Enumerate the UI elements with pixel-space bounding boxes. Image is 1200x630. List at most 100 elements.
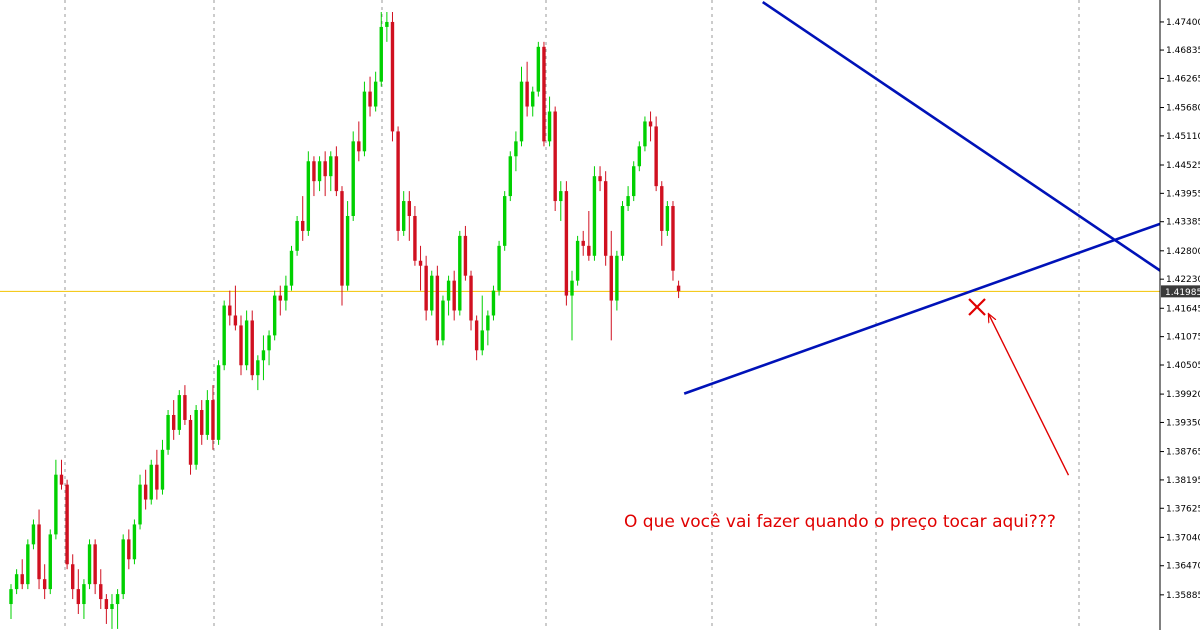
y-tick-label: 1.41075 bbox=[1166, 333, 1200, 343]
candle-bull bbox=[486, 315, 490, 331]
candle-bear bbox=[143, 484, 148, 500]
y-tick-label: 1.44525 bbox=[1166, 161, 1200, 171]
y-tick-label: 1.38195 bbox=[1166, 476, 1200, 486]
candle-bull bbox=[272, 295, 277, 336]
candle-bear bbox=[525, 81, 529, 107]
candle-bull bbox=[351, 141, 355, 216]
y-tick-label: 1.38765 bbox=[1166, 448, 1200, 458]
price-axis: 1.47400 1.46835 1.46265 1.45680 1.45110 1.445… bbox=[1159, 0, 1200, 630]
candle-bull bbox=[295, 220, 299, 251]
y-tick-label: 1.40505 bbox=[1166, 361, 1200, 371]
candle-bull bbox=[244, 320, 249, 366]
candle-bear bbox=[99, 584, 103, 600]
candle-bull bbox=[430, 275, 434, 311]
candle-bear bbox=[603, 181, 608, 256]
candle-bear bbox=[676, 285, 681, 292]
candle-bear bbox=[65, 484, 69, 565]
candle-bear bbox=[233, 315, 238, 326]
candle-bear bbox=[155, 464, 159, 490]
candle-bull bbox=[547, 111, 552, 142]
cross-marker bbox=[968, 298, 986, 316]
candle-bull bbox=[115, 594, 120, 605]
y-tick-label: 1.47400 bbox=[1166, 18, 1200, 28]
candle-bear bbox=[357, 141, 361, 152]
candle-bull bbox=[626, 196, 630, 207]
candle-bear bbox=[76, 589, 81, 605]
candle-bear bbox=[598, 176, 602, 182]
candle-bull bbox=[441, 300, 445, 341]
y-tick-label: 1.43385 bbox=[1166, 218, 1200, 228]
y-tick-label: 1.36470 bbox=[1166, 562, 1200, 572]
candle-bull bbox=[514, 141, 518, 157]
y-tick-label: 1.37625 bbox=[1166, 504, 1200, 514]
candle-bear bbox=[42, 579, 47, 590]
candle-bull bbox=[637, 146, 642, 167]
candle-bear bbox=[340, 191, 344, 286]
candle-bear bbox=[301, 220, 305, 231]
candle-bear bbox=[648, 121, 653, 127]
annotation-text: O que você vai fazer quando o preço toca… bbox=[624, 512, 1056, 532]
candle-bull bbox=[385, 21, 389, 27]
y-tick-label: 1.42800 bbox=[1166, 247, 1200, 257]
candle-bear bbox=[183, 395, 187, 420]
y-tick-label: 1.46835 bbox=[1166, 46, 1200, 56]
candle-bear bbox=[418, 260, 423, 266]
candle-bear bbox=[228, 305, 232, 316]
y-tick-label: 1.39350 bbox=[1166, 418, 1200, 428]
candle-bull bbox=[284, 285, 288, 301]
candle-bear bbox=[171, 414, 176, 430]
candle-bull bbox=[491, 290, 496, 316]
candle-bear bbox=[59, 474, 64, 485]
candle-bear bbox=[463, 235, 468, 276]
candle-bear bbox=[250, 320, 254, 376]
y-tick-label: 1.42230 bbox=[1166, 275, 1200, 285]
candle-bull bbox=[256, 360, 260, 376]
candle-bear bbox=[435, 275, 440, 341]
candle-bear bbox=[93, 544, 97, 585]
candle-bear bbox=[609, 255, 613, 301]
candle-bear bbox=[581, 240, 585, 246]
candle-bear bbox=[564, 191, 569, 296]
candle-bull bbox=[570, 280, 574, 296]
candle-bull bbox=[138, 484, 142, 525]
annotation: O que você vai fazer quando o preço toca… bbox=[624, 314, 1070, 532]
candle-bull bbox=[48, 534, 52, 590]
grid bbox=[64, 0, 1080, 630]
y-tick-label: 1.45680 bbox=[1166, 104, 1200, 114]
candle-bull bbox=[160, 449, 165, 490]
candle-bear bbox=[37, 524, 41, 580]
candle-bear bbox=[312, 161, 316, 182]
candle-bull bbox=[373, 81, 378, 107]
candle-bull bbox=[177, 395, 181, 430]
trendlines bbox=[683, 0, 1160, 395]
candle-bull bbox=[121, 539, 125, 595]
candle-bear bbox=[660, 186, 664, 231]
candle-bear bbox=[211, 400, 215, 440]
candle-bear bbox=[368, 91, 372, 107]
candle-bear bbox=[424, 265, 428, 311]
candle-bull bbox=[317, 161, 322, 182]
candle-bear bbox=[671, 206, 675, 271]
candle-bear bbox=[20, 574, 24, 585]
current-price-box bbox=[1161, 285, 1200, 298]
candle-bull bbox=[620, 206, 625, 256]
candle-bull bbox=[149, 464, 153, 500]
y-tick-label: 1.45110 bbox=[1166, 132, 1200, 142]
candle-bull bbox=[402, 201, 406, 231]
y-tick-label: 1.43955 bbox=[1166, 189, 1200, 199]
candle-bull bbox=[216, 365, 221, 440]
candle-bear bbox=[239, 325, 243, 366]
candle-bull bbox=[26, 544, 30, 585]
candle-bull bbox=[132, 524, 137, 560]
annotation-arrow bbox=[989, 314, 1070, 476]
markers bbox=[968, 298, 986, 316]
candle-bull bbox=[519, 81, 524, 142]
candle-bull bbox=[289, 250, 294, 286]
candle-bull bbox=[632, 166, 636, 197]
candle-bull bbox=[592, 176, 597, 256]
candle-bull bbox=[502, 196, 507, 246]
candle-bear bbox=[188, 419, 193, 465]
candle-bull bbox=[9, 589, 13, 605]
candle-bull bbox=[458, 235, 462, 311]
